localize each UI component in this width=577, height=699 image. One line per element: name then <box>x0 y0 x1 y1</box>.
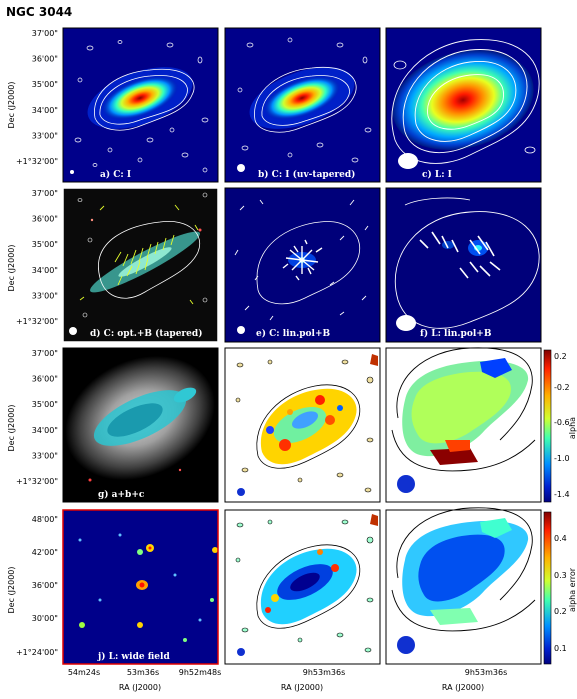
panel-e-label: e) C: lin.pol+B <box>256 328 331 339</box>
cbar-err-tick: 0.3 <box>554 571 567 580</box>
ra-axis-label-3: RA (J2000) <box>442 683 484 692</box>
dec-tick: +1°24'00" <box>16 648 58 657</box>
ra-tick: 54m24s <box>68 668 100 677</box>
dec-tick: 48'00" <box>32 515 58 524</box>
panel-j: j) L: wide field <box>62 509 219 665</box>
dec-tick: 30'00" <box>32 614 58 623</box>
panel-a: a) C: I <box>62 27 219 183</box>
dec-tick: 36'00" <box>32 215 58 224</box>
cbar-err-tick: 0.4 <box>554 534 567 543</box>
panel-c-label: c) L: I <box>422 169 452 180</box>
dec-tick: +1°32'00" <box>16 477 58 486</box>
dec-axis-label-row3: Dec (J2000) <box>7 405 16 452</box>
ra-tick: 53m36s <box>127 668 159 677</box>
cbar-alpha-tick: -1.0 <box>554 454 570 463</box>
dec-axis-label-row1: Dec (J2000) <box>7 82 16 129</box>
panel-h: h) C: sp.index <box>224 347 381 503</box>
panel-k-label: k) C: sp.ind. error <box>256 651 346 662</box>
panel-c: c) L: I <box>385 27 542 183</box>
dec-tick: 42'00" <box>32 548 58 557</box>
dec-tick-labels: 37'00" 36'00" 35'00" 34'00" 33'00" +1°32'00" 3… <box>16 29 58 486</box>
ra-axis-label-1: RA (J2000) <box>119 683 161 692</box>
panel-i: i) L: sp.index <box>385 347 542 503</box>
panel-f: f) L: lin.pol+B <box>385 187 542 343</box>
cbar-alpha-tick: 0.2 <box>554 352 567 361</box>
dec-tick: 37'00" <box>32 349 58 358</box>
dec-tick: 36'00" <box>32 375 58 384</box>
dec-tick: +1°32'00" <box>16 317 58 326</box>
cbar-err-label: alpha error <box>568 567 577 612</box>
panel-j-label: j) L: wide field <box>97 651 170 662</box>
cbar-err-tick: 0.2 <box>554 607 567 616</box>
dec-axis-label-row2: Dec (J2000) <box>7 245 16 292</box>
dec-tick: 34'00" <box>32 426 58 435</box>
panel-a-label: a) C: I <box>100 169 131 180</box>
cbar-alpha-tick: -0.2 <box>554 383 570 392</box>
panel-f-label: f) L: lin.pol+B <box>420 328 492 339</box>
figure-title: NGC 3044 <box>6 5 72 19</box>
panel-b: b) C: I (uv-tapered) <box>224 27 381 183</box>
panel-h-label: h) C: sp.index <box>258 489 328 500</box>
ra-tick: 9h53m36s <box>465 668 507 677</box>
ra-tick: 9h53m36s <box>303 668 345 677</box>
panel-b-label: b) C: I (uv-tapered) <box>258 169 355 180</box>
panel-e: e) C: lin.pol+B <box>224 187 381 343</box>
panel-g-label: g) a+b+c <box>98 489 145 500</box>
dec-tick: 34'00" <box>32 106 58 115</box>
cbar-err-tick: 0.1 <box>554 644 567 653</box>
dec-tick: 35'00" <box>32 240 58 249</box>
ra-axis-label-2: RA (J2000) <box>281 683 323 692</box>
panel-d-label: d) C: opt.+B (tapered) <box>90 328 202 339</box>
dec-tick: 33'00" <box>32 131 58 140</box>
cbar-alpha-label: alpha <box>568 417 577 439</box>
dec-tick: 35'00" <box>32 400 58 409</box>
cbar-alpha-tick: -1.4 <box>554 490 570 499</box>
dec-tick: 36'00" <box>32 581 58 590</box>
dec-tick: 37'00" <box>32 29 58 38</box>
dec-tick: 33'00" <box>32 291 58 300</box>
panel-k: k) C: sp.ind. error <box>224 509 381 665</box>
ra-tick: 9h52m48s <box>179 668 221 677</box>
panel-l: l) L: sp.ind. error <box>385 507 542 665</box>
panel-i-label: i) L: sp.index <box>420 489 486 500</box>
dec-tick: 37'00" <box>32 189 58 198</box>
dec-axis-label-row4: Dec (J2000) <box>7 567 16 614</box>
dec-tick: 36'00" <box>32 55 58 64</box>
cbar-alpha-tick: -0.6 <box>554 418 570 427</box>
colorbar-alpha: 0.2 -0.2 -0.6 -1.0 -1.4 alpha <box>543 349 577 503</box>
dec-tick: +1°32'00" <box>16 157 58 166</box>
dec-tick: 34'00" <box>32 266 58 275</box>
panel-d: d) C: opt.+B (tapered) <box>62 187 219 343</box>
panel-g: g) a+b+c <box>62 347 219 503</box>
colorbar-alpha-error: 0.4 0.3 0.2 0.1 alpha error <box>543 511 577 665</box>
dec-tick: 35'00" <box>32 80 58 89</box>
panel-l-label: l) L: sp.ind. error <box>420 651 507 662</box>
dec-tick: 33'00" <box>32 451 58 460</box>
